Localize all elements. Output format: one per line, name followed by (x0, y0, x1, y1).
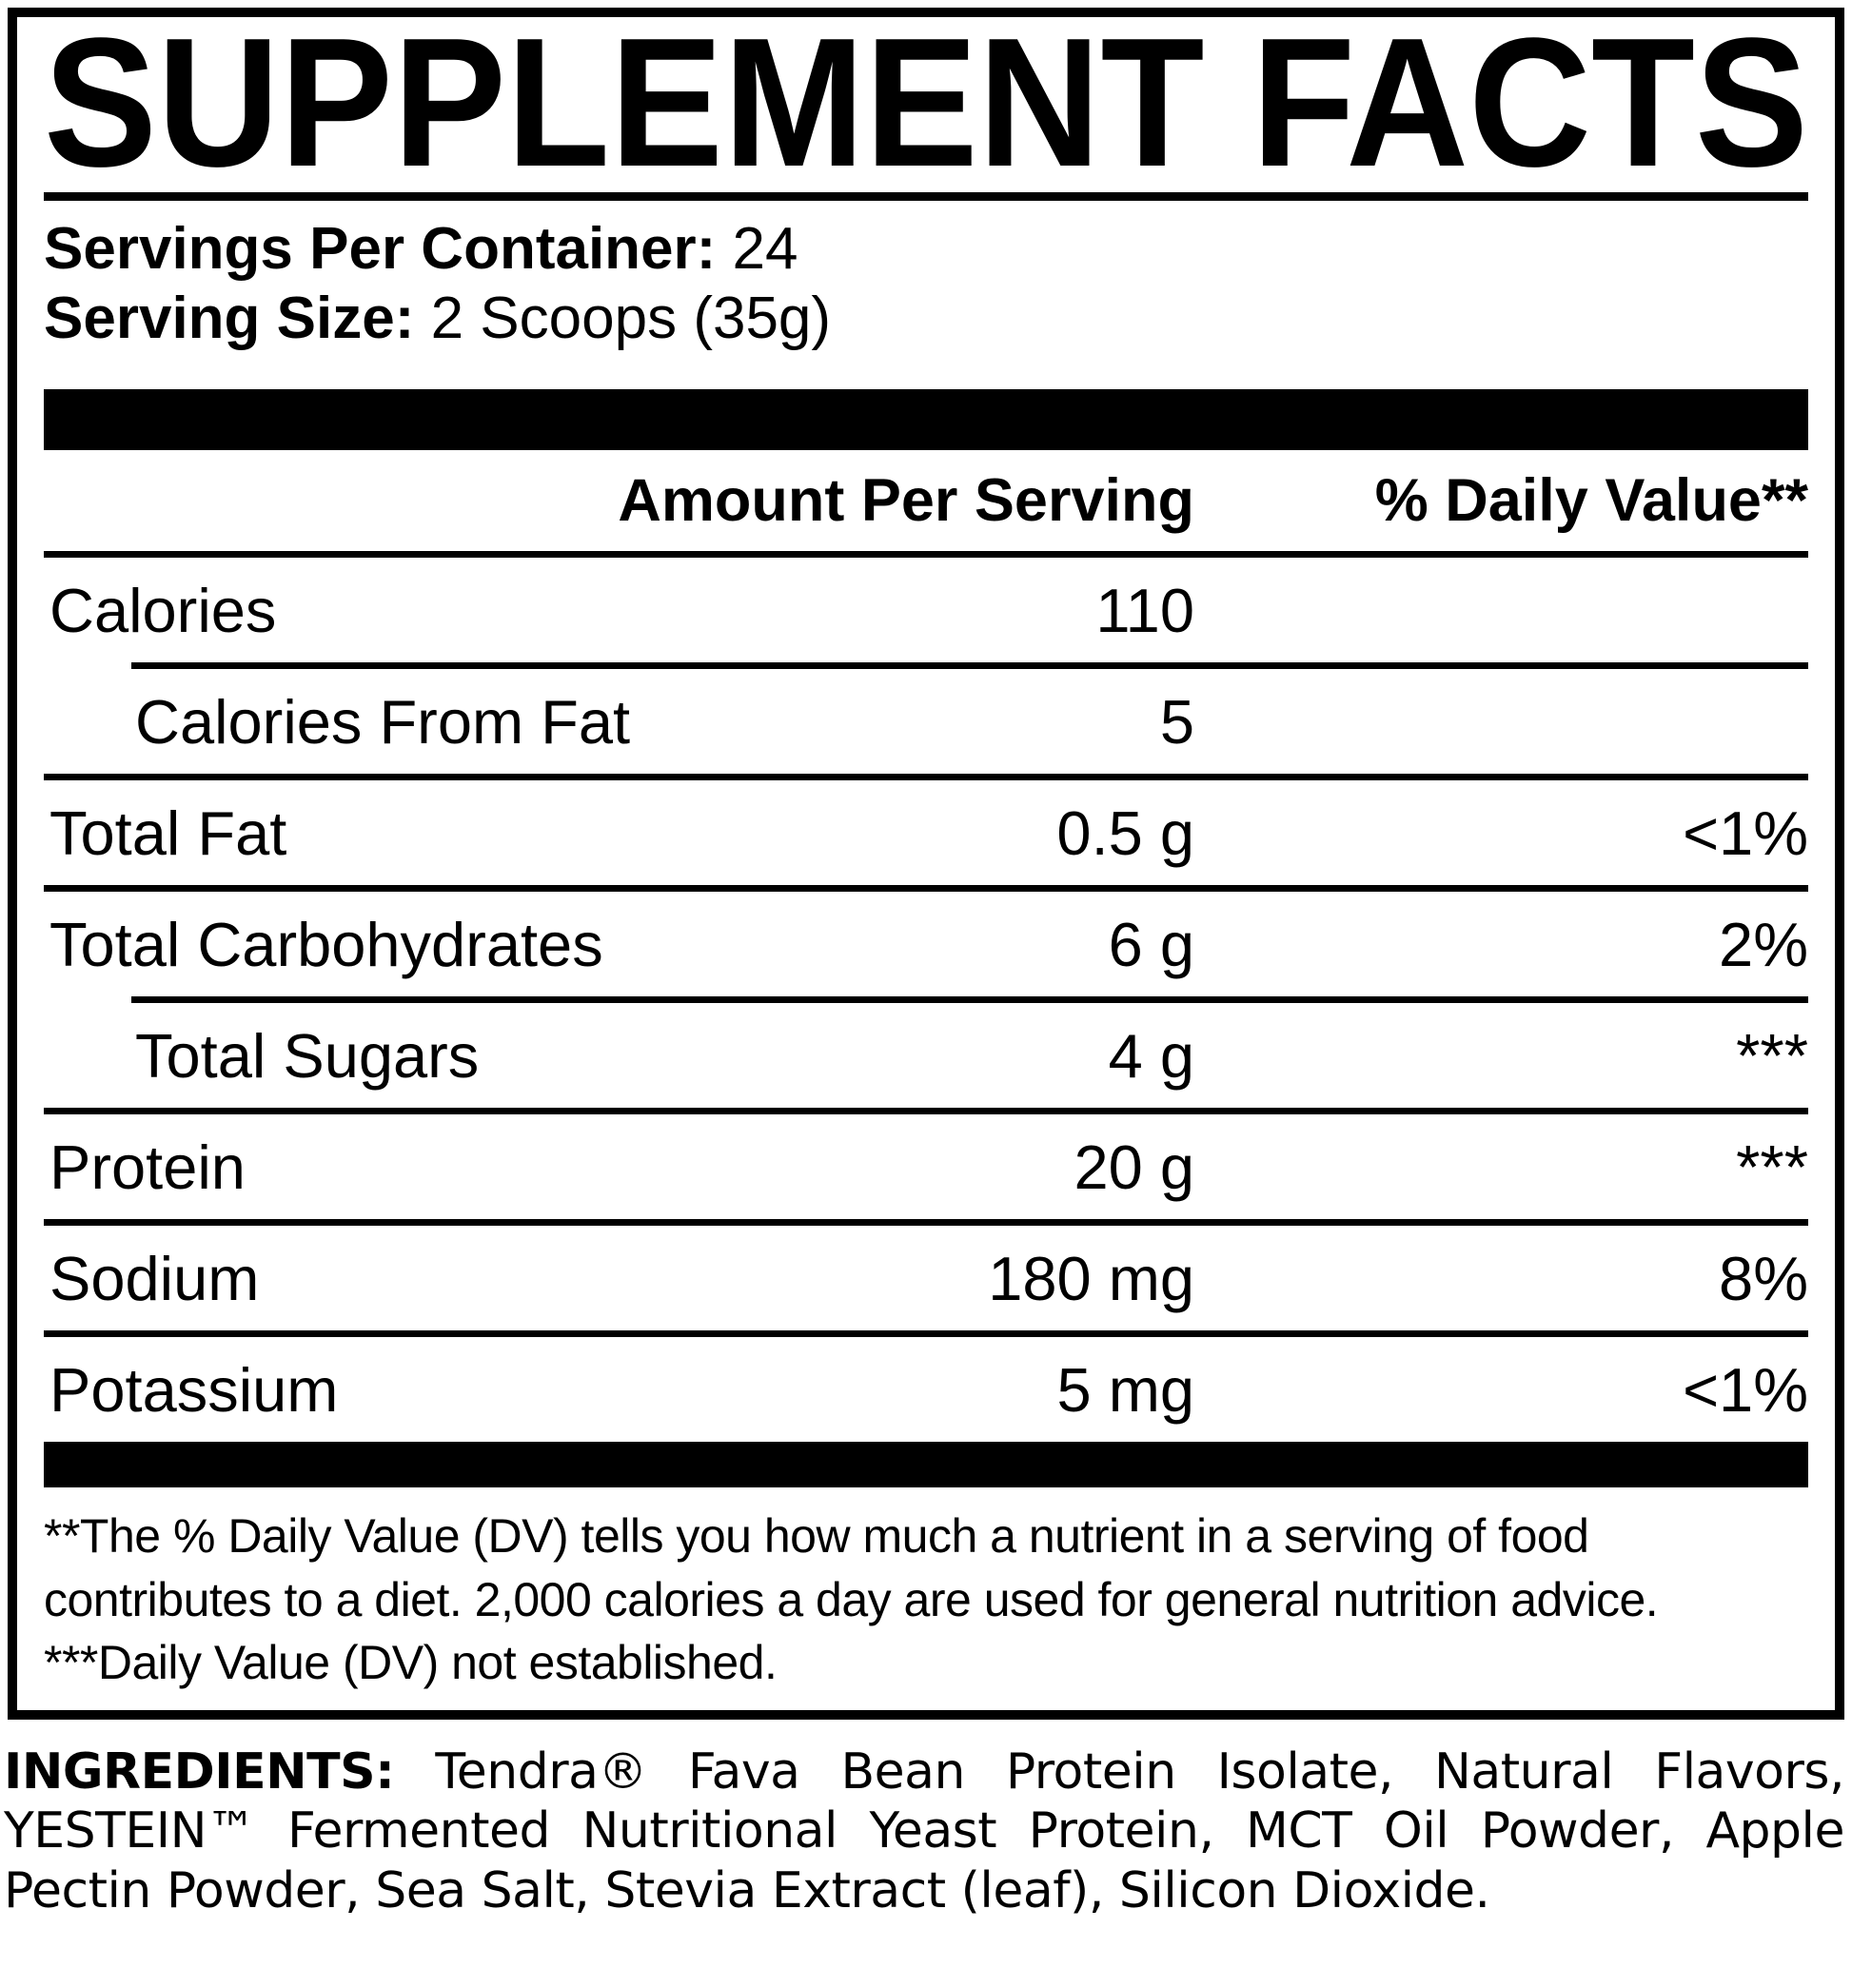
row-divider (131, 996, 1808, 1004)
nutrient-row-protein: Protein 20 g *** (44, 1114, 1808, 1219)
row-divider (44, 1330, 1808, 1338)
panel-title: SUPPLEMENT FACTS (44, 23, 1808, 185)
nutrient-amount: 180 mg (988, 1243, 1194, 1313)
nutrient-amount: 6 g (1108, 909, 1194, 979)
row-divider (131, 662, 1808, 670)
servings-per-container-label: Servings Per Container: (44, 216, 717, 282)
ingredients-text: Tendra® Fava Bean Protein Isolate, Natur… (4, 1742, 1845, 1919)
nutrient-name: Potassium (49, 1354, 339, 1425)
header-divider (44, 551, 1808, 559)
nutrient-name: Total Carbohydrates (49, 909, 603, 979)
nutrient-daily-value: 8% (1719, 1243, 1808, 1313)
title-divider (44, 192, 1808, 201)
nutrient-name: Calories (49, 575, 277, 645)
nutrient-row-calories-from-fat: Calories From Fat 5 (44, 669, 1808, 774)
supplement-facts-panel: SUPPLEMENT FACTS Servings Per Container:… (8, 8, 1844, 1720)
row-divider (44, 885, 1808, 893)
nutrient-daily-value: <1% (1683, 797, 1808, 868)
ingredients-section: INGREDIENTS: Tendra® Fava Bean Protein I… (4, 1742, 1845, 1920)
servings-per-container-value: 24 (732, 216, 798, 282)
nutrient-daily-value: *** (1736, 1020, 1808, 1091)
nutrient-amount: 0.5 g (1056, 797, 1194, 868)
nutrient-row-total-fat: Total Fat 0.5 g <1% (44, 780, 1808, 885)
ingredients-label: INGREDIENTS: (4, 1742, 395, 1801)
nutrient-name: Calories From Fat (135, 686, 631, 757)
serving-size-label: Serving Size: (44, 285, 415, 352)
row-divider (44, 1219, 1808, 1227)
panel-title-text: SUPPLEMENT FACTS (44, 23, 1808, 185)
nutrient-row-total-sugars: Total Sugars 4 g *** (44, 1003, 1808, 1108)
daily-value-header: % Daily Value** (1374, 467, 1808, 535)
nutrient-row-potassium: Potassium 5 mg <1% (44, 1337, 1808, 1442)
daily-value-footnote: **The % Daily Value (DV) tells you how m… (44, 1509, 1659, 1626)
section-bar-top (44, 389, 1808, 451)
nutrient-amount: 20 g (1074, 1132, 1194, 1202)
nutrient-name: Sodium (49, 1243, 260, 1313)
nutrient-amount: 5 (1159, 686, 1194, 757)
nutrient-daily-value: 2% (1719, 909, 1808, 979)
section-bar-bottom (44, 1442, 1808, 1488)
nutrient-daily-value: <1% (1683, 1354, 1808, 1425)
nutrient-table: Calories 110 Calories From Fat 5 Total F… (44, 558, 1808, 1442)
not-established-footnote: ***Daily Value (DV) not established. (44, 1636, 778, 1690)
nutrient-amount: 4 g (1108, 1020, 1194, 1091)
nutrient-amount: 5 mg (1056, 1354, 1194, 1425)
serving-size-value: 2 Scoops (35g) (430, 285, 832, 352)
nutrient-amount: 110 (1095, 575, 1194, 645)
serving-size-line: Serving Size: 2 Scoops (35g) (44, 284, 1808, 353)
footnotes: **The % Daily Value (DV) tells you how m… (44, 1505, 1757, 1695)
servings-per-container-line: Servings Per Container: 24 (44, 214, 1808, 284)
nutrient-row-sodium: Sodium 180 mg 8% (44, 1226, 1808, 1330)
nutrient-daily-value: *** (1736, 1132, 1808, 1202)
nutrient-name: Total Sugars (135, 1020, 480, 1091)
panel-title-svg: SUPPLEMENT FACTS (44, 23, 1808, 185)
amount-per-serving-header: Amount Per Serving (618, 467, 1194, 535)
nutrient-name: Total Fat (49, 797, 287, 868)
nutrient-name: Protein (49, 1132, 246, 1202)
nutrient-row-total-carbohydrates: Total Carbohydrates 6 g 2% (44, 892, 1808, 996)
row-divider (44, 1108, 1808, 1115)
row-divider (44, 774, 1808, 781)
serving-info: Servings Per Container: 24 Serving Size:… (44, 214, 1808, 353)
nutrient-row-calories: Calories 110 (44, 558, 1808, 662)
table-header-row: Amount Per Serving % Daily Value** (44, 450, 1808, 551)
